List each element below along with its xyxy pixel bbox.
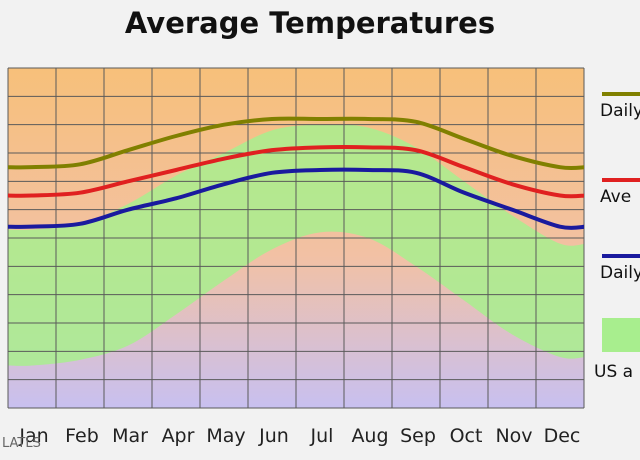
legend-label-2: Daily (600, 263, 640, 283)
x-tick-label: Jun (258, 425, 289, 447)
x-tick-label: Jul (310, 425, 334, 447)
x-tick-label: Mar (112, 425, 148, 447)
series-line-2 (8, 167, 584, 230)
x-tick-label: Feb (65, 425, 99, 447)
x-tick-label: Apr (162, 425, 195, 447)
x-tick-label: Sep (400, 425, 436, 447)
grid-layer (7, 67, 585, 409)
x-tick-label: Aug (351, 425, 388, 447)
x-tick-label: Jan (18, 425, 48, 447)
x-tick-label: Nov (495, 425, 532, 447)
legend: Daily Ave Daily US a (594, 92, 640, 382)
watermark: LATLS (2, 436, 41, 451)
x-tick-labels: Jan Feb Mar Apr May Jun Jul Aug Sep Oct Nov Dec (18, 425, 580, 447)
legend-label-0: Daily (600, 101, 640, 121)
x-tick-label: Dec (544, 425, 581, 447)
chart-title: Average Temperatures (124, 6, 496, 40)
legend-band-swatch (602, 318, 640, 352)
legend-band-label: US a (594, 362, 633, 382)
series-layer (8, 116, 584, 230)
series-line-1 (8, 144, 584, 199)
legend-label-1: Ave (600, 187, 631, 207)
series-line-0 (8, 116, 584, 170)
x-tick-label: May (206, 425, 245, 447)
x-tick-label: Oct (450, 425, 483, 447)
